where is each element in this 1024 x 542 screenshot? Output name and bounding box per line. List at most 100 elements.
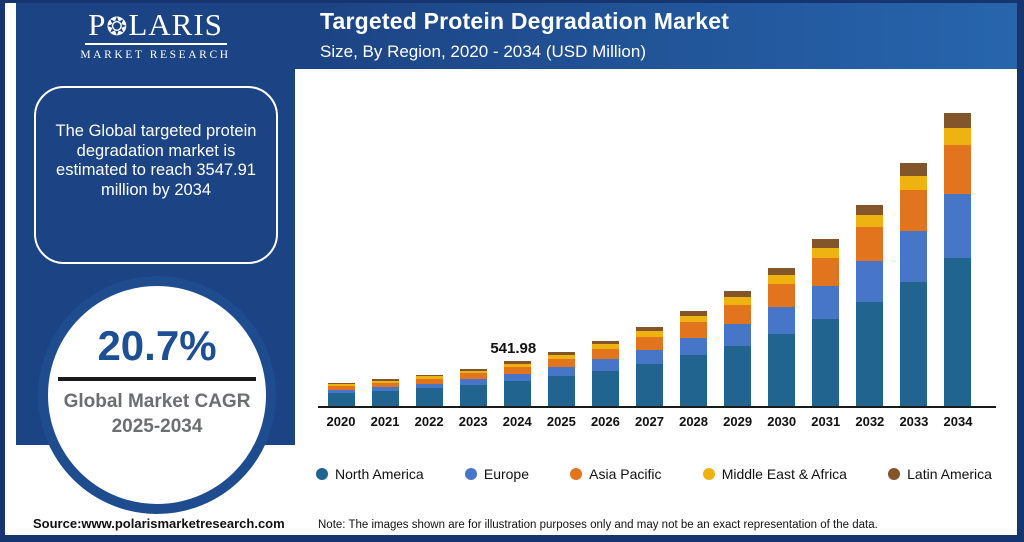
legend-label: Latin America xyxy=(907,466,992,482)
bar-segment-2033-europe xyxy=(900,230,928,283)
bar-segment-2020-middle-east-africa xyxy=(327,384,355,387)
bar-segment-2034-middle-east-africa xyxy=(944,128,972,146)
source-text: Source:www.polarismarketresearch.com xyxy=(33,516,285,531)
header-band xyxy=(16,3,1017,69)
page-subtitle: Size, By Region, 2020 - 2034 (USD Millio… xyxy=(320,42,646,61)
bar-2021 xyxy=(371,379,399,406)
bar-2029 xyxy=(724,291,752,406)
bar-segment-2020-asia-pacific xyxy=(327,386,355,390)
bar-segment-2023-middle-east-africa xyxy=(459,370,487,374)
bar-2031 xyxy=(812,239,840,406)
bar-segment-2027-asia-pacific xyxy=(635,336,663,350)
bar-2026 xyxy=(591,340,619,406)
bar-2033 xyxy=(900,163,928,406)
logo-subtitle: MARKET RESEARCH xyxy=(80,49,231,61)
bar-segment-2026-middle-east-africa xyxy=(591,344,619,349)
data-label-2024: 541.98 xyxy=(490,340,537,358)
x-tick-2033: 2033 xyxy=(899,414,929,429)
bar-segment-2023-latin-america xyxy=(459,368,487,371)
bar-segment-2027-europe xyxy=(635,349,663,364)
bar-segment-2031-middle-east-africa xyxy=(812,247,840,259)
bar-segment-2034-north-america xyxy=(944,258,972,406)
logo-wordmark: P❂LARIS xyxy=(16,9,295,40)
x-tick-2029: 2029 xyxy=(723,414,753,429)
x-tick-2024: 2024 xyxy=(502,414,532,429)
bar-segment-2024-middle-east-africa xyxy=(503,363,531,367)
bar-segment-2023-asia-pacific xyxy=(459,373,487,380)
x-axis-line xyxy=(318,406,996,408)
bar-segment-2034-europe xyxy=(944,194,972,259)
x-tick-2030: 2030 xyxy=(767,414,797,429)
bar-segment-2021-latin-america xyxy=(371,379,399,381)
legend-dot-icon xyxy=(316,468,328,480)
bar-2030 xyxy=(768,267,796,406)
bar-segment-2026-europe xyxy=(591,359,619,371)
bar-segment-2026-asia-pacific xyxy=(591,348,619,360)
bar-segment-2025-latin-america xyxy=(547,352,575,355)
bar-segment-2033-latin-america xyxy=(900,163,928,176)
bar-segment-2031-europe xyxy=(812,285,840,320)
bar-segment-2027-latin-america xyxy=(635,327,663,332)
bar-segment-2022-north-america xyxy=(415,388,443,406)
bar-segment-2029-middle-east-africa xyxy=(724,297,752,305)
bar-segment-2029-europe xyxy=(724,323,752,346)
polaris-logo: P❂LARIS MARKET RESEARCH xyxy=(16,9,295,61)
bar-segment-2030-middle-east-africa xyxy=(768,274,796,284)
bar-segment-2031-asia-pacific xyxy=(812,258,840,286)
cagr-divider xyxy=(58,377,256,381)
bar-2032 xyxy=(856,204,884,406)
market-estimate-callout: The Global targeted protein degradation … xyxy=(34,86,278,264)
bar-segment-2029-latin-america xyxy=(724,291,752,298)
frame-right xyxy=(1017,0,1024,542)
bar-segment-2028-europe xyxy=(680,337,708,356)
bar-segment-2033-asia-pacific xyxy=(900,190,928,231)
bar-2023 xyxy=(459,368,487,406)
bar-segment-2021-asia-pacific xyxy=(371,382,399,387)
legend-dot-icon xyxy=(570,468,583,480)
bar-2024 xyxy=(503,361,531,406)
bar-segment-2031-latin-america xyxy=(812,239,840,248)
logo-text-right: LARIS xyxy=(128,7,223,42)
cagr-value: 20.7% xyxy=(97,322,217,369)
x-tick-2023: 2023 xyxy=(458,414,488,429)
bar-segment-2023-europe xyxy=(459,379,487,386)
bar-segment-2028-middle-east-africa xyxy=(680,315,708,323)
bar-segment-2028-asia-pacific xyxy=(680,322,708,338)
bar-segment-2033-north-america xyxy=(900,282,928,406)
bar-segment-2031-north-america xyxy=(812,319,840,406)
legend-item-europe: Europe xyxy=(464,466,530,482)
bar-segment-2020-latin-america xyxy=(327,383,355,385)
bar-segment-2028-latin-america xyxy=(680,311,708,316)
bar-segment-2026-north-america xyxy=(591,370,619,406)
bar-segment-2034-latin-america xyxy=(944,113,972,129)
bar-segment-2023-north-america xyxy=(459,385,487,406)
legend-dot-icon xyxy=(702,468,715,480)
legend-item-latin-america: Latin America xyxy=(888,466,992,482)
title-block: Targeted Protein Degradation Market Size… xyxy=(320,8,729,62)
page-title: Targeted Protein Degradation Market xyxy=(320,8,730,34)
bar-segment-2022-latin-america xyxy=(415,374,443,377)
cagr-label-line2: 2025-2034 xyxy=(111,416,203,438)
logo-divider xyxy=(84,43,227,45)
bar-segment-2032-asia-pacific xyxy=(856,227,884,261)
x-tick-2034: 2034 xyxy=(943,414,973,429)
bar-segment-2032-middle-east-africa xyxy=(856,215,884,228)
x-tick-2028: 2028 xyxy=(679,414,709,429)
bar-segment-2022-asia-pacific xyxy=(415,378,443,384)
note-text: Note: The images shown are for illustrat… xyxy=(318,519,878,531)
bar-segment-2025-europe xyxy=(547,367,575,377)
bar-2025 xyxy=(547,352,575,406)
legend-label: Europe xyxy=(483,466,530,482)
x-tick-2021: 2021 xyxy=(370,414,400,429)
frame-top xyxy=(0,0,1024,3)
bar-segment-2030-europe xyxy=(768,306,796,334)
bar-segment-2030-asia-pacific xyxy=(768,283,796,307)
x-tick-2031: 2031 xyxy=(811,414,841,429)
bar-segment-2029-north-america xyxy=(724,345,752,406)
bar-segment-2024-asia-pacific xyxy=(503,366,531,375)
bar-segment-2034-asia-pacific xyxy=(944,145,972,195)
bar-segment-2021-europe xyxy=(371,386,399,391)
legend-label: North America xyxy=(335,466,424,482)
bar-2022 xyxy=(415,374,443,406)
